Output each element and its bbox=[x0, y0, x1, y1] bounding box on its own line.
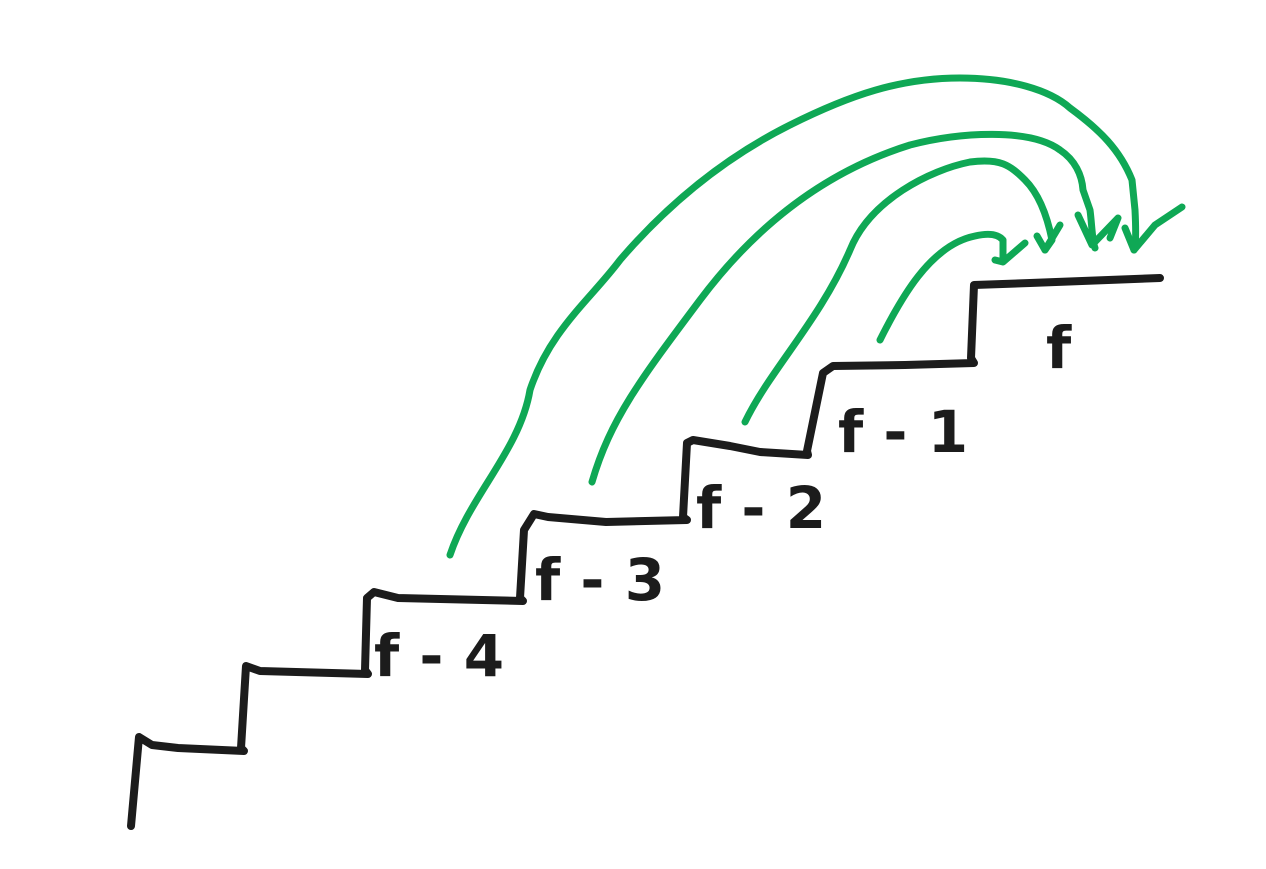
arrowhead-f-minus-3 bbox=[1074, 211, 1122, 249]
arc-from-f-minus-3 bbox=[588, 130, 1099, 486]
arrowhead-f-minus-2 bbox=[1033, 221, 1064, 254]
arrowhead-f-minus-4 bbox=[1121, 203, 1186, 254]
label-f-minus-1: f - 1 bbox=[838, 398, 968, 466]
arrowhead-f-minus-1 bbox=[991, 239, 1029, 266]
label-f-minus-4: f - 4 bbox=[374, 622, 504, 690]
label-f-minus-3: f - 3 bbox=[535, 546, 665, 614]
arc-from-f-minus-2 bbox=[741, 157, 1056, 426]
staircase-outline bbox=[127, 274, 1164, 830]
label-f: f bbox=[1046, 314, 1072, 382]
label-f-minus-2: f - 2 bbox=[696, 474, 826, 542]
arc-from-f-minus-4 bbox=[446, 74, 1140, 559]
arc-from-f-minus-1 bbox=[876, 230, 1007, 344]
